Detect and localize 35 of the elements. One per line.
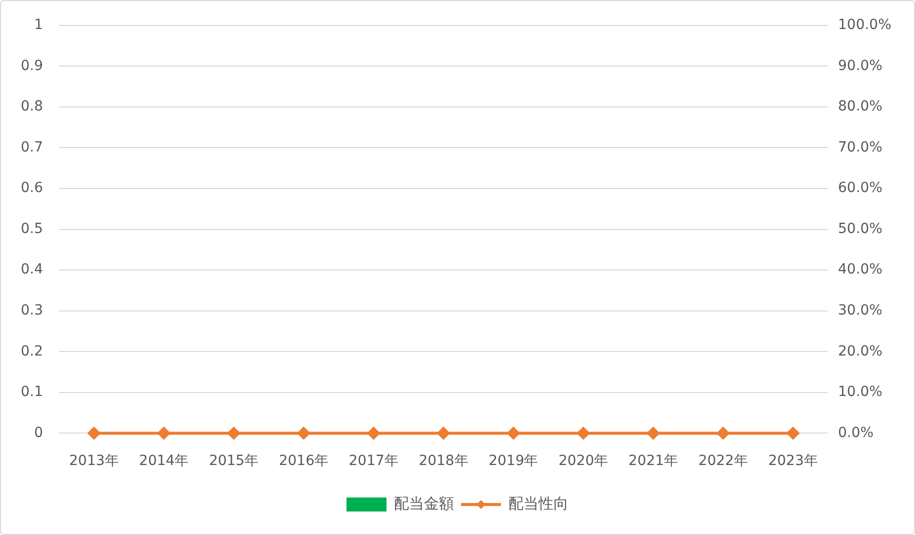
y2-tick-label: 0.0% bbox=[838, 424, 874, 441]
x-tick-label: 2013年 bbox=[69, 453, 119, 470]
x-tick-label: 2018年 bbox=[418, 453, 468, 470]
y-tick-label: 0.8 bbox=[20, 98, 43, 115]
y2-tick-label: 60.0% bbox=[838, 180, 882, 196]
y2-tick-label: 90.0% bbox=[838, 58, 882, 74]
x-tick-label: 2017年 bbox=[348, 453, 398, 470]
x-tick-label: 2022年 bbox=[698, 453, 748, 470]
y2-tick-label: 30.0% bbox=[838, 302, 882, 318]
y-tick-label: 0.7 bbox=[20, 139, 43, 156]
x-tick-label: 2021年 bbox=[628, 453, 678, 470]
x-tick-label: 2014年 bbox=[139, 453, 189, 470]
legend-label: 配当金額 bbox=[394, 494, 454, 512]
y-tick-label: 0.1 bbox=[20, 384, 43, 400]
y-tick-label: 0.5 bbox=[20, 220, 43, 237]
y2-tick-label: 20.0% bbox=[838, 343, 882, 360]
y2-tick-label: 40.0% bbox=[838, 262, 882, 278]
y2-tick-label: 80.0% bbox=[838, 98, 882, 115]
x-tick-label: 2019年 bbox=[488, 453, 538, 470]
y2-tick-label: 10.0% bbox=[838, 384, 882, 400]
y2-tick-label: 50.0% bbox=[838, 220, 882, 237]
legend-label: 配当性向 bbox=[508, 494, 568, 512]
y-tick-label: 0.3 bbox=[20, 302, 43, 318]
x-tick-label: 2016年 bbox=[278, 453, 328, 470]
y-tick-label: 0.2 bbox=[20, 343, 43, 360]
y2-tick-label: 70.0% bbox=[838, 139, 882, 156]
y-tick-label: 0.4 bbox=[20, 262, 44, 278]
x-tick-label: 2020年 bbox=[558, 453, 608, 470]
x-tick-label: 2023年 bbox=[768, 453, 818, 470]
y-tick-label: 1 bbox=[34, 17, 43, 34]
y2-tick-label: 100.0% bbox=[838, 17, 892, 34]
y-tick-label: 0 bbox=[34, 424, 43, 441]
y-tick-label: 0.6 bbox=[20, 180, 44, 196]
x-tick-label: 2015年 bbox=[208, 453, 259, 470]
y-tick-label: 0.9 bbox=[20, 58, 43, 74]
